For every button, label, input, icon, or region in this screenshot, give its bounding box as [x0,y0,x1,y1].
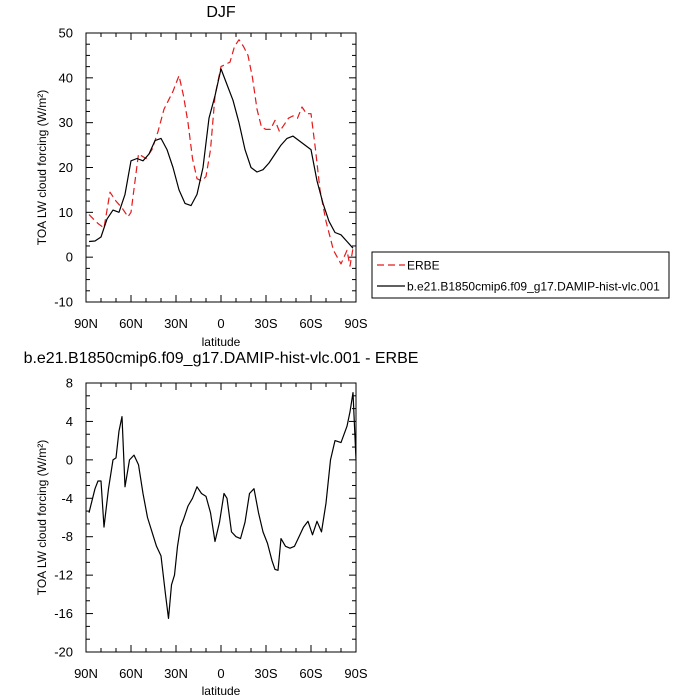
chart-panel-2: b.e21.B1850cmip6.f09_g17.DAMIP-hist-vlc.… [24,350,419,698]
x-tick-label: 90N [74,316,98,331]
y-tick-label: -20 [54,645,73,660]
x-tick-label: 90S [344,666,367,681]
y-tick-label: 0 [66,250,73,265]
chart-title: b.e21.B1850cmip6.f09_g17.DAMIP-hist-vlc.… [24,350,419,367]
y-axis-label: TOA LW cloud forcing (W/m²) [35,440,49,596]
plot-frame [85,32,357,303]
x-tick-label: 90N [74,666,98,681]
y-tick-label: -12 [54,568,73,583]
x-tick-label: 60N [119,316,143,331]
y-tick-label: -16 [54,606,73,621]
chart-title: DJF [206,4,236,21]
y-tick-label: -8 [61,529,73,544]
x-tick-label: 30S [254,316,277,331]
y-tick-label: -4 [61,491,73,506]
x-tick-label: 30N [164,666,188,681]
y-tick-label: 50 [59,26,73,41]
legend: ERBE b.e21.B1850cmip6.f09_g17.DAMIP-hist-… [371,251,670,299]
legend-label: b.e21.B1850cmip6.f09_g17.DAMIP-hist-vlc.… [407,280,660,294]
x-tick-label: 60S [299,666,322,681]
legend-box [371,251,670,299]
x-tick-label: 0 [217,316,224,331]
x-tick-label: 90S [344,316,367,331]
series-line-erbe [88,39,354,267]
x-axis-label: latitude [202,684,241,698]
y-tick-label: 0 [66,452,73,467]
x-tick-label: 0 [217,666,224,681]
x-tick-label: 60S [299,316,322,331]
y-tick-label: 4 [66,414,73,429]
chart-panel-1: DJF 90N 60N 30N 0 30S 60S 90S -10 0 10 20 30 40 50 lati… [35,4,368,349]
y-tick-label: 30 [59,115,73,130]
x-axis-label: latitude [202,335,241,349]
y-tick-label: 20 [59,160,73,175]
x-tick-label: 60N [119,666,143,681]
y-tick-label: 8 [66,376,73,391]
series-line-difference [88,392,356,620]
x-tick-label: 30N [164,316,188,331]
y-axis-label: TOA LW cloud forcing (W/m²) [35,90,49,246]
legend-label: ERBE [407,259,440,273]
y-tick-label: 40 [59,70,73,85]
series-line-b-e21-b1850cmip6-f09-g17-damip-hist-vlc-001 [88,68,354,249]
y-tick-label: 10 [59,205,73,220]
plot-frame [85,382,357,653]
x-tick-label: 30S [254,666,277,681]
y-tick-label: -10 [54,295,73,310]
